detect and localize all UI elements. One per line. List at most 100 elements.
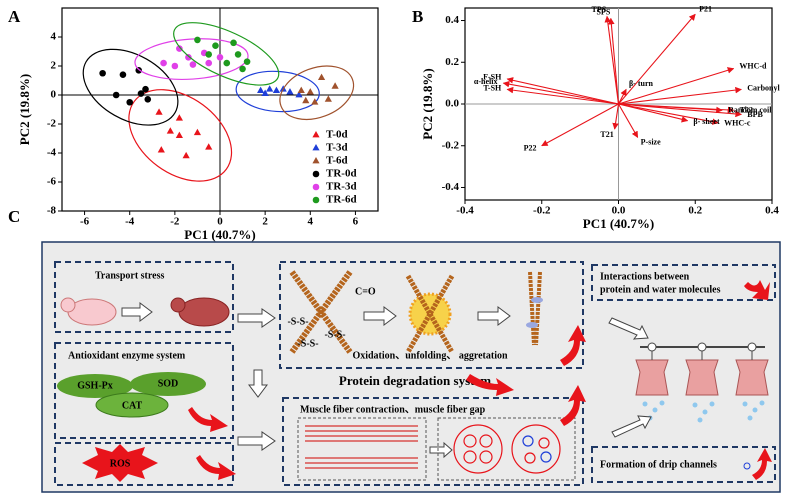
red-arrow [560, 325, 586, 366]
pig [178, 297, 230, 327]
loading-arrow [541, 103, 619, 147]
panel-label: C [8, 207, 20, 226]
enzyme [57, 374, 133, 398]
confidence-ellipse [128, 89, 233, 182]
arrow [237, 308, 276, 328]
x-tick-label: 0.2 [688, 205, 702, 217]
x-tick-label: 0.4 [765, 205, 779, 217]
confidence-ellipse [173, 22, 280, 86]
y-tick-label: 0.4 [445, 14, 459, 26]
arrow [611, 415, 652, 438]
point [205, 143, 213, 150]
x-axis-label: PC1 (40.7%) [184, 227, 256, 242]
y-tick-label: 0.0 [445, 98, 459, 110]
vector-label: TPS [592, 5, 607, 14]
point [137, 90, 145, 97]
point [295, 91, 303, 98]
arrow [477, 306, 511, 326]
point [171, 62, 179, 70]
point [135, 67, 143, 74]
point [243, 58, 251, 65]
point [193, 128, 202, 136]
label: protein and water molecules [600, 284, 721, 295]
label: Protein degradation system [339, 373, 491, 388]
x-tick-label: 2 [262, 216, 268, 228]
box-interactions [591, 264, 776, 301]
water-drops [642, 400, 765, 423]
y-tick-label: 0.2 [445, 56, 459, 68]
label: Formation of drip channels [600, 459, 717, 470]
vector-label: P21 [699, 5, 712, 14]
y-tick-label: -0.2 [442, 139, 460, 151]
x-tick-label: -0.2 [533, 205, 551, 217]
label: -S-S- [287, 316, 308, 327]
vector-label: T21 [600, 130, 613, 139]
point [311, 98, 319, 105]
loading-arrow [618, 103, 723, 114]
point [176, 45, 183, 52]
y-axis-label: PC2 (19.8%) [420, 68, 435, 140]
x-tick-label: 6 [353, 216, 359, 228]
box-antioxidant [54, 342, 234, 439]
aggregate [526, 271, 543, 346]
point [302, 96, 310, 104]
point [182, 151, 190, 159]
point [142, 85, 149, 93]
label: CAT [122, 400, 143, 411]
confidence-ellipse [134, 38, 249, 81]
x-tick-label: 4 [308, 216, 314, 228]
myofibrils [305, 425, 418, 469]
point [286, 88, 294, 95]
arrow [121, 302, 153, 322]
y-axis-label: PC2 (19.8%) [17, 74, 32, 146]
point [175, 114, 183, 121]
enzyme [95, 392, 169, 418]
vector-label: Carbonyl [747, 84, 780, 93]
vector-label: WHC-c [724, 119, 751, 128]
x-axis-label: PC1 (40.7%) [583, 216, 655, 231]
vector-label: P22 [524, 143, 537, 152]
y-tick-label: -8 [47, 205, 57, 217]
vector-label: T-SH [483, 83, 502, 92]
legend-label: T-3d [326, 142, 348, 154]
arrow [237, 431, 276, 451]
label: Oxidation、unfolding、 aggretation [352, 350, 508, 361]
loading-arrow [618, 103, 639, 138]
point [234, 51, 242, 58]
loading-arrow [618, 86, 742, 105]
label: Interactions between [600, 271, 690, 282]
vector-label: F-SH [483, 72, 502, 81]
x-tick-label: 0.0 [612, 205, 626, 217]
loading-arrow [618, 67, 735, 105]
pig-head [60, 297, 76, 313]
confidence-ellipse [279, 65, 355, 121]
vector-label: T22 [740, 105, 753, 114]
label: GSH-Px [77, 380, 113, 391]
y-tick-label: -2 [47, 118, 57, 130]
y-tick-label: -4 [47, 147, 57, 159]
x-tick-label: 0 [217, 216, 223, 228]
box-transport [54, 261, 234, 333]
charts: A -6 -4 -2 0 2 4 6 -8 -6 -4 -2 0 2 4 PC1 (40.7%) PC2 (19… [8, 5, 780, 242]
point [324, 95, 332, 102]
vector-label: α-helix [474, 77, 498, 86]
point [331, 82, 339, 89]
loading-arrow [612, 103, 620, 130]
arrow [429, 441, 453, 459]
legend-label: T-0d [326, 129, 348, 141]
point [155, 108, 163, 115]
label: C=O [355, 286, 376, 297]
vector-label: Random coil [728, 105, 772, 114]
label: -S-S- [324, 329, 345, 340]
legend-marker [312, 157, 320, 164]
y-tick-label: 4 [51, 31, 57, 43]
point [157, 146, 165, 153]
point [205, 51, 213, 58]
fiber-section [453, 424, 561, 474]
loading-arrow [608, 17, 620, 105]
point [166, 127, 174, 134]
label: Antioxidant enzyme system [68, 350, 186, 361]
box-oxidation [279, 261, 584, 369]
vector-label: P-size [641, 137, 661, 146]
fiber [289, 270, 353, 354]
